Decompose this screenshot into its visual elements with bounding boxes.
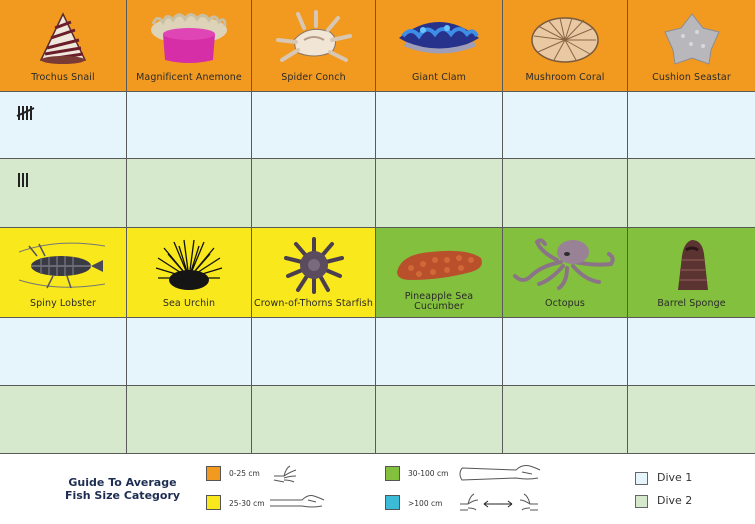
legend-title-line-1: Guide To Average: [68, 476, 177, 489]
full-arm-icon: [459, 465, 541, 481]
dive1-swatch: [635, 472, 648, 485]
animal-label: Crown-of-Thorns Starfish: [254, 298, 373, 309]
size-label: 0-25 cm: [229, 469, 260, 478]
header-cell-octopus: Octopus: [503, 228, 628, 318]
size-label: 25-30 cm: [229, 499, 265, 508]
animal-label: Sea Urchin: [162, 298, 216, 309]
dive2-row-2: [0, 386, 755, 453]
size-swatch-orange: [206, 466, 221, 481]
tally-marks-3: [18, 173, 28, 187]
tally-cell[interactable]: [127, 159, 252, 228]
legend-title-line-2: Fish Size Category: [64, 489, 181, 502]
crown-of-thorns-icon: [283, 237, 344, 294]
header-cell-mushroom-coral: Mushroom Coral: [503, 0, 628, 92]
animal-label: Barrel Sponge: [657, 298, 726, 309]
survey-grid: Trochus Snail Magnificent Anemone Spider…: [0, 0, 755, 453]
tally-cell[interactable]: [252, 386, 376, 453]
tally-cell[interactable]: [127, 386, 252, 453]
size-legend: Guide To Average Fish Size Category 0-25…: [0, 453, 755, 524]
header-row-1: Trochus Snail Magnificent Anemone Spider…: [0, 0, 755, 92]
tally-cell[interactable]: [503, 386, 628, 453]
tally-cell[interactable]: [0, 159, 127, 228]
tally-cell[interactable]: [628, 318, 755, 386]
header-cell-spider-conch: Spider Conch: [252, 0, 376, 92]
forearm-icon: [270, 495, 325, 508]
legend-title: Guide To Average Fish Size Category: [60, 476, 185, 502]
dive2-row-1: [0, 159, 755, 228]
tally-cell[interactable]: [0, 92, 127, 159]
size-swatch-yellow: [206, 495, 221, 510]
tally-cell[interactable]: [376, 386, 503, 453]
tally-cell[interactable]: [376, 318, 503, 386]
header-cell-trochus-snail: Trochus Snail: [0, 0, 127, 92]
tally-cell[interactable]: [127, 92, 252, 159]
header-cell-giant-clam: Giant Clam: [376, 0, 503, 92]
spider-conch-icon: [275, 10, 352, 62]
header-cell-sea-urchin: Sea Urchin: [127, 228, 252, 318]
tally-cell[interactable]: [0, 386, 127, 453]
octopus-icon: [513, 238, 615, 290]
sea-urchin-icon: [155, 239, 223, 290]
dive2-swatch: [635, 495, 648, 508]
dive2-label: Dive 2: [657, 494, 693, 507]
animal-label: Octopus: [545, 298, 585, 309]
animal-label: Cushion Seastar: [652, 72, 731, 83]
tally-cell[interactable]: [628, 386, 755, 453]
mushroom-coral-icon: [531, 17, 599, 63]
tally-cell[interactable]: [376, 92, 503, 159]
size-swatch-green: [385, 466, 400, 481]
header-row-2: Spiny Lobster Sea Urchin: [0, 228, 755, 318]
tally-cell[interactable]: [503, 318, 628, 386]
hand-icon: [273, 465, 297, 483]
header-cell-spiny-lobster: Spiny Lobster: [0, 228, 127, 318]
spiny-lobster-icon: [18, 242, 106, 289]
animal-label: Mushroom Coral: [525, 72, 605, 83]
tally-cell[interactable]: [127, 318, 252, 386]
animal-label: Spider Conch: [281, 72, 346, 83]
tally-cell[interactable]: [628, 159, 755, 228]
animal-label: Pineapple Sea Cucumber: [404, 291, 474, 312]
header-cell-pineapple-sea-cucumber: Pineapple Sea Cucumber: [376, 228, 503, 318]
header-cell-magnificent-anemone: Magnificent Anemone: [127, 0, 252, 92]
animal-label: Magnificent Anemone: [136, 72, 242, 83]
trochus-snail-icon: [39, 12, 87, 64]
animal-label: Spiny Lobster: [29, 298, 97, 309]
size-label: 30-100 cm: [408, 469, 449, 478]
sea-cucumber-icon: [397, 250, 482, 280]
header-cell-cushion-seastar: Cushion Seastar: [628, 0, 755, 92]
tally-cell[interactable]: [628, 92, 755, 159]
anemone-icon: [151, 13, 227, 63]
dive1-label: Dive 1: [657, 471, 693, 484]
dive1-row-1: [0, 92, 755, 159]
animal-label: Trochus Snail: [31, 72, 95, 83]
tally-cell[interactable]: [0, 318, 127, 386]
tally-cell[interactable]: [503, 159, 628, 228]
dive1-row-2: [0, 318, 755, 386]
tally-cell[interactable]: [252, 318, 376, 386]
animal-label: Giant Clam: [412, 72, 466, 83]
header-cell-barrel-sponge: Barrel Sponge: [628, 228, 755, 318]
size-swatch-blue: [385, 495, 400, 510]
two-hands-span-icon: [460, 493, 538, 511]
cushion-seastar-icon: [663, 13, 720, 65]
tally-marks-5: [16, 106, 35, 120]
barrel-sponge-icon: [677, 240, 708, 290]
tally-cell[interactable]: [503, 92, 628, 159]
giant-clam-icon: [399, 22, 479, 54]
tally-cell[interactable]: [252, 92, 376, 159]
header-cell-crown-of-thorns: Crown-of-Thorns Starfish: [252, 228, 376, 318]
tally-cell[interactable]: [252, 159, 376, 228]
size-label: >100 cm: [408, 499, 443, 508]
tally-cell[interactable]: [376, 159, 503, 228]
